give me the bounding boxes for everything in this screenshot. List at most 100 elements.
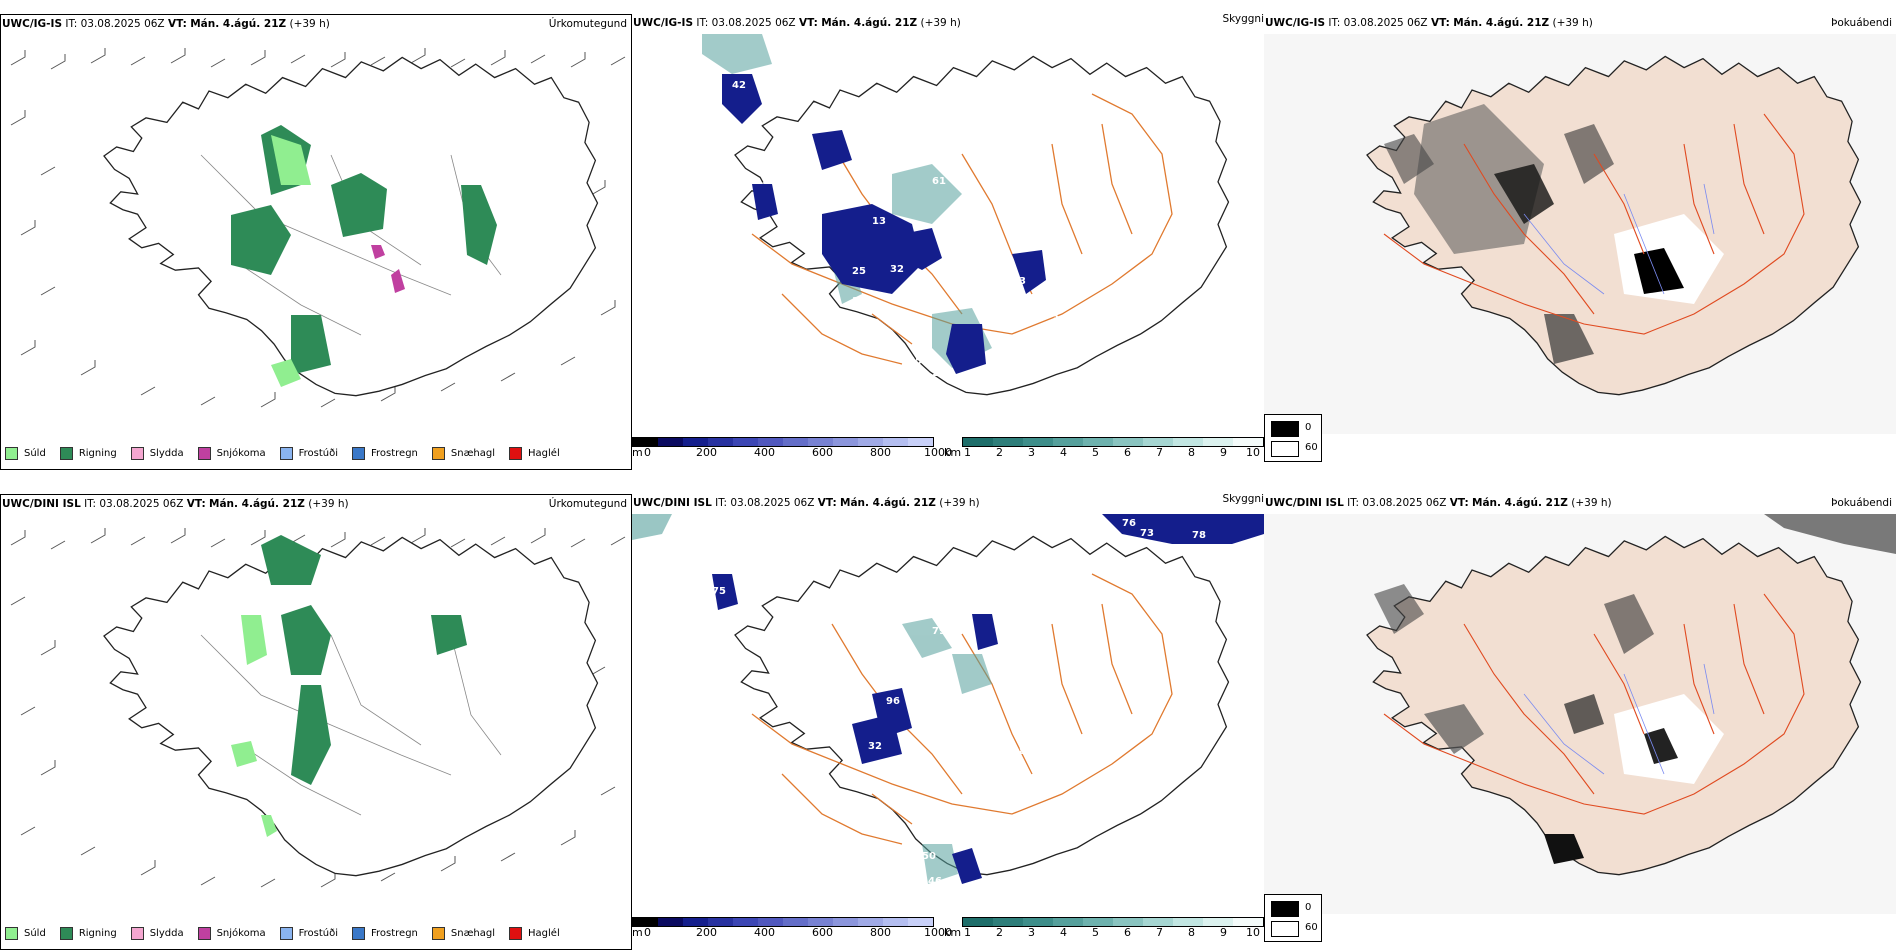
precip-legend: Súld Rigning Slydda Snjókoma Frostúði Fr… — [5, 927, 560, 940]
panel-field-title: Úrkomutegund — [548, 498, 627, 510]
precip-legend: Súld Rigning Slydda Snjókoma Frostúði Fr… — [5, 447, 560, 460]
wind-barbs — [10, 528, 626, 888]
fog-map — [1264, 34, 1896, 434]
legend-swatch — [197, 927, 211, 940]
cloud-labels: 76 73 78 79 96 53 32 93 281 50 46 75 — [712, 518, 1206, 887]
legend-swatch — [352, 927, 365, 940]
legend-swatch — [431, 447, 445, 460]
panel-field-title: Þokuábendi — [1831, 17, 1892, 29]
cloud-label: 38 — [928, 394, 942, 405]
cloud-label: 58 — [802, 231, 816, 242]
cloud-label: 50 — [910, 378, 924, 389]
cloud-label: 46 — [928, 876, 942, 887]
offshore-cloud-area — [1102, 514, 1264, 544]
legend-item: Frostúði — [279, 927, 338, 940]
offshore-fog-area — [1764, 514, 1896, 554]
legend-item: Rigning — [59, 447, 117, 460]
offshore-visibility-area — [632, 514, 672, 540]
legend-swatch — [5, 927, 18, 940]
cloud-label: 25 — [852, 266, 866, 277]
fog-legend-swatch-high — [1271, 901, 1299, 917]
legend-swatch — [279, 927, 293, 940]
panel-title: UWC/DINI ISL IT: 03.08.2025 06Z VT: Mán.… — [633, 497, 980, 509]
panel-title: UWC/IG-IS IT: 03.08.2025 06Z VT: Mán. 4.… — [633, 17, 961, 29]
visibility-areas — [902, 618, 992, 884]
cloud-label: 79 — [932, 626, 946, 637]
legend-item: Súld — [5, 447, 46, 460]
legend-item: Slydda — [130, 927, 184, 940]
roads — [200, 634, 502, 816]
fog-legend: 0 60 — [1264, 894, 1322, 942]
visibility-areas — [702, 34, 992, 368]
legend-swatch — [130, 927, 144, 940]
legend-swatch — [509, 447, 523, 460]
legend-item: Súld — [5, 927, 46, 940]
visibility-ticks: km 1 2 3 4 5 6 7 8 9 10 — [944, 446, 1260, 459]
legend-item: Snjókoma — [197, 447, 266, 460]
legend-item: Snæhagl — [431, 927, 495, 940]
cloud-areas — [712, 574, 998, 884]
visibility-colorbar — [962, 917, 1264, 927]
precip-type-panel-2: UWC/DINI ISL IT: 03.08.2025 06Z VT: Mán.… — [0, 494, 632, 950]
precip-type-map — [10, 528, 626, 888]
legend-swatch — [509, 927, 523, 940]
cloud-base-panel-2: UWC/DINI ISL IT: 03.08.2025 06Z VT: Mán.… — [632, 493, 1264, 950]
panel-field-title: Skyggni — [1222, 13, 1265, 25]
cloud-label: 53 — [842, 736, 856, 747]
cloud-label: 40 — [904, 396, 918, 407]
precip-areas — [231, 535, 467, 837]
rivers — [1523, 183, 1715, 295]
precip-type-panel-1: UWC/IG-IS IT: 03.08.2025 06Z VT: Mán. 4.… — [0, 14, 632, 470]
fog-legend-swatch-low — [1271, 921, 1299, 937]
legend-swatch — [59, 927, 73, 940]
cloud-areas — [722, 74, 1046, 374]
cloud-labels: 42 40 70 80 64 57 19 58 13 105 25 32 34 … — [692, 80, 1066, 407]
legend-swatch — [5, 447, 18, 460]
visibility-colorbar — [962, 437, 1264, 447]
cloud-base-colorbar — [632, 437, 934, 447]
legend-item: Frostúði — [279, 447, 338, 460]
fog-panel-2: UWC/DINI ISL IT: 03.08.2025 06Z VT: Mán.… — [1264, 494, 1896, 950]
cloud-label: 35 — [938, 266, 952, 277]
legend-swatch — [279, 447, 293, 460]
fog-legend-swatch-low — [1271, 441, 1299, 457]
cloud-base-ticks: m 0 200 400 600 800 1000 — [632, 926, 952, 939]
panel-title: UWC/DINI ISL IT: 03.08.2025 06Z VT: Mán.… — [1265, 497, 1612, 509]
cloud-label: 96 — [886, 696, 900, 707]
cloud-label: 281 — [1012, 746, 1033, 757]
cloud-label: 12 — [928, 356, 942, 367]
cloud-label: 105 — [802, 256, 823, 267]
legend-item: Frostregn — [352, 447, 418, 460]
roads — [200, 154, 502, 336]
cloud-label: 70 — [962, 206, 976, 217]
cloud-label: 32 — [890, 264, 904, 275]
cloud-label: 70 — [832, 116, 846, 127]
legend-item: Frostregn — [352, 927, 418, 940]
legend-item: Haglél — [509, 447, 560, 460]
cloud-label: 61 — [932, 176, 946, 187]
roads — [1383, 593, 1805, 815]
legend-swatch — [352, 447, 365, 460]
panel-field-title: Þokuábendi — [1831, 497, 1892, 509]
cloud-base-map: 42 40 70 80 64 57 19 58 13 105 25 32 34 … — [692, 34, 1230, 407]
cloud-base-panel-1: UWC/IG-IS IT: 03.08.2025 06Z VT: Mán. 4.… — [632, 13, 1265, 470]
panel-field-title: Úrkomutegund — [548, 18, 627, 30]
visibility-ticks: km 1 2 3 4 5 6 7 8 9 10 — [944, 926, 1260, 939]
legend-swatch — [59, 447, 73, 460]
cloud-label: 76 — [1122, 518, 1136, 529]
cloud-label: 65 — [908, 356, 922, 367]
cloud-label: 64 — [862, 136, 876, 147]
roads — [1383, 113, 1805, 335]
fog-shading — [1384, 104, 1724, 364]
fog-shading — [1374, 584, 1724, 864]
wind-barbs — [10, 48, 626, 408]
cloud-label: 57 — [762, 176, 776, 187]
legend-swatch — [130, 447, 144, 460]
cloud-label: 93 — [942, 716, 956, 727]
legend-swatch — [431, 927, 445, 940]
legend-item: Haglél — [509, 927, 560, 940]
cloud-label: 78 — [1192, 530, 1206, 541]
panel-title: UWC/IG-IS IT: 03.08.2025 06Z VT: Mán. 4.… — [1265, 17, 1593, 29]
cloud-base-ticks: m 0 200 400 600 800 1000 — [632, 446, 952, 459]
precip-areas — [231, 125, 497, 387]
